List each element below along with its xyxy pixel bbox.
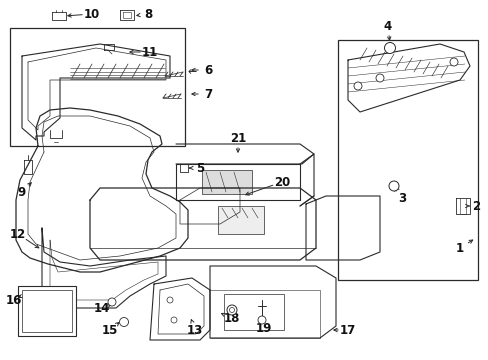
- Text: 11: 11: [142, 45, 158, 58]
- Circle shape: [258, 316, 265, 324]
- Circle shape: [226, 305, 237, 315]
- Circle shape: [171, 317, 177, 323]
- Text: 13: 13: [186, 324, 203, 337]
- Circle shape: [229, 307, 234, 312]
- Text: 1: 1: [455, 242, 463, 255]
- Text: 21: 21: [229, 131, 245, 144]
- Bar: [202, 170, 251, 194]
- Text: ←: ←: [187, 67, 197, 77]
- Text: 3: 3: [397, 192, 405, 204]
- Bar: [218, 206, 264, 234]
- Text: 5: 5: [196, 162, 203, 175]
- Text: 18: 18: [224, 311, 240, 324]
- Text: 19: 19: [255, 321, 272, 334]
- Text: 10: 10: [84, 8, 100, 21]
- Text: 6: 6: [203, 63, 212, 77]
- Bar: [224, 294, 284, 330]
- Circle shape: [449, 58, 457, 66]
- Text: 4: 4: [383, 19, 391, 32]
- Text: 15: 15: [102, 324, 118, 337]
- Circle shape: [375, 74, 383, 82]
- Bar: [22, 290, 72, 332]
- Circle shape: [388, 181, 398, 191]
- Text: 9: 9: [18, 185, 26, 198]
- Circle shape: [353, 82, 361, 90]
- Bar: [18, 286, 76, 336]
- Text: 17: 17: [339, 324, 355, 337]
- Text: 7: 7: [203, 87, 212, 100]
- Text: 2: 2: [471, 199, 479, 212]
- Bar: [10, 28, 184, 146]
- Circle shape: [108, 298, 116, 306]
- Text: 8: 8: [143, 8, 152, 21]
- Text: 20: 20: [273, 175, 289, 189]
- Text: 14: 14: [94, 302, 110, 315]
- Circle shape: [167, 297, 173, 303]
- Text: 12: 12: [10, 228, 26, 240]
- Circle shape: [119, 318, 128, 327]
- Circle shape: [384, 42, 395, 54]
- Text: 16: 16: [6, 293, 22, 306]
- Bar: [337, 40, 477, 280]
